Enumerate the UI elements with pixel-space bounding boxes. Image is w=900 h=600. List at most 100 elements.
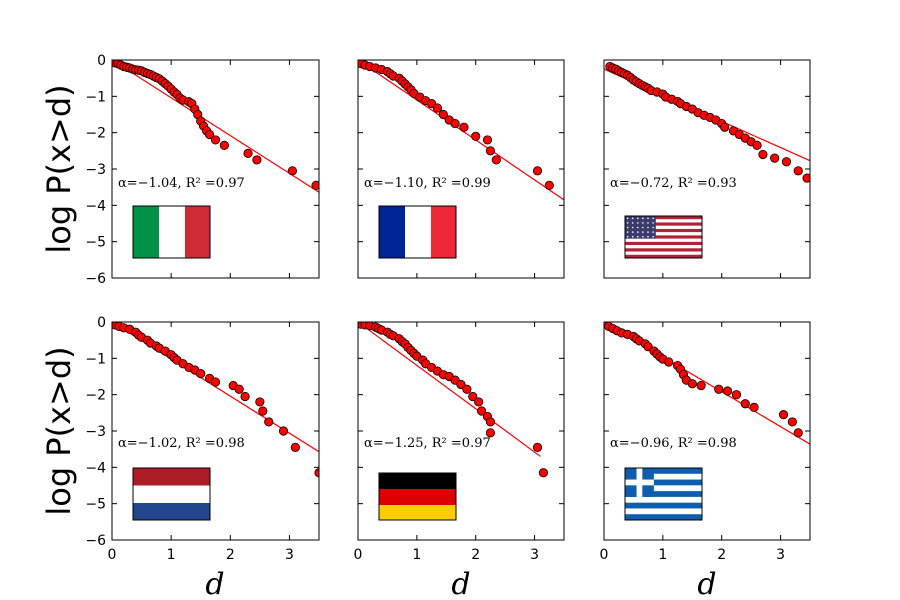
data-point xyxy=(544,180,554,190)
data-point xyxy=(290,442,300,452)
data-point xyxy=(752,140,762,150)
fit-annotation: α=−1.02, R² =0.98 xyxy=(118,436,245,451)
data-point xyxy=(687,379,697,389)
x-tick-label: 3 xyxy=(776,547,785,563)
y-tick-label: −5 xyxy=(85,497,106,513)
data-point xyxy=(802,173,810,183)
y-axis-label-top: log P(x>d) xyxy=(40,84,78,253)
data-point xyxy=(462,384,472,394)
x-tick-label: 1 xyxy=(412,547,421,563)
y-tick-label: −5 xyxy=(85,235,106,251)
y-tick-label: −3 xyxy=(85,424,106,440)
x-tick-label: 3 xyxy=(285,547,294,563)
fit-line xyxy=(112,60,319,193)
data-point xyxy=(258,406,268,416)
italy-flag xyxy=(132,205,211,259)
germany-flag xyxy=(378,472,457,521)
data-point xyxy=(474,397,484,407)
x-tick-label: 2 xyxy=(717,547,726,563)
data-point xyxy=(749,402,759,412)
x-axis-label-right: d xyxy=(697,567,716,600)
fit-line xyxy=(358,322,541,457)
x-tick-label: 1 xyxy=(658,547,667,563)
x-axis-label-left: d xyxy=(205,567,224,600)
data-point xyxy=(787,417,797,427)
data-point xyxy=(731,390,742,400)
data-point xyxy=(450,118,460,129)
x-tick-label: 1 xyxy=(167,547,176,563)
x-tick-label: 2 xyxy=(226,547,235,563)
data-point xyxy=(485,146,496,156)
y-tick-label: −2 xyxy=(85,388,106,404)
data-point xyxy=(532,166,543,176)
data-point xyxy=(243,148,253,158)
fit-annotation: α=−0.96, R² =0.98 xyxy=(610,436,737,451)
data-point xyxy=(664,357,674,367)
y-tick-label: −1 xyxy=(85,89,106,105)
data-point xyxy=(758,149,768,160)
data-point xyxy=(471,131,481,141)
x-axis-label-middle: d xyxy=(451,567,470,600)
data-point xyxy=(740,399,750,409)
data-point xyxy=(287,166,297,176)
data-point xyxy=(720,122,730,132)
data-point xyxy=(491,155,501,165)
data-point xyxy=(204,129,215,140)
y-tick-label: −3 xyxy=(85,162,106,178)
fit-annotation: α=−0.72, R² =0.93 xyxy=(610,176,737,191)
data-point xyxy=(696,380,706,391)
data-point xyxy=(778,410,789,420)
y-tick-label: −2 xyxy=(85,126,106,142)
data-point xyxy=(438,109,448,120)
data-point xyxy=(234,384,244,394)
y-tick-label: −6 xyxy=(85,271,106,287)
data-point xyxy=(781,157,792,167)
netherlands-flag xyxy=(132,467,211,521)
y-tick-label: −4 xyxy=(85,460,106,476)
data-point xyxy=(459,122,469,132)
france-flag xyxy=(378,205,457,259)
y-axis-label-bottom: log P(x>d) xyxy=(40,346,78,515)
x-tick-label: 0 xyxy=(108,547,117,563)
fit-annotation: α=−1.25, R² =0.97 xyxy=(364,436,491,451)
y-tick-label: 0 xyxy=(97,53,106,69)
data-point xyxy=(210,135,221,145)
y-tick-label: −1 xyxy=(85,351,106,367)
y-tick-label: −4 xyxy=(85,198,106,214)
data-point xyxy=(485,417,496,427)
data-point xyxy=(311,180,319,190)
x-tick-label: 2 xyxy=(471,547,480,563)
data-point xyxy=(532,442,543,452)
data-point xyxy=(255,397,265,407)
data-point xyxy=(538,468,549,478)
y-tick-label: −6 xyxy=(85,533,106,549)
panel-6: 0 1 2 3 α=−0.96, R² =0.98 xyxy=(600,321,811,563)
data-point xyxy=(485,428,496,438)
x-tick-label: 0 xyxy=(600,547,609,563)
data-point xyxy=(219,140,229,150)
greece-flag xyxy=(624,467,703,521)
data-point xyxy=(482,135,493,145)
data-point xyxy=(264,417,274,427)
x-tick-label: 3 xyxy=(530,547,539,563)
fit-annotation: α=−1.10, R² =0.99 xyxy=(364,176,491,191)
data-point xyxy=(722,386,733,396)
data-point xyxy=(456,379,466,390)
data-point xyxy=(432,103,443,113)
data-point xyxy=(476,406,487,416)
data-point xyxy=(793,166,803,176)
panel-5: 0 1 2 3 α=−1.25, R² =0.97 xyxy=(354,321,565,563)
data-point xyxy=(210,377,221,387)
data-point xyxy=(770,153,780,163)
x-tick-label: 0 xyxy=(354,547,363,563)
data-point xyxy=(714,384,724,394)
fit-annotation: α=−1.04, R² =0.97 xyxy=(118,176,245,191)
data-point xyxy=(793,428,803,438)
data-point xyxy=(468,391,478,402)
data-point xyxy=(252,155,262,165)
data-point xyxy=(240,391,250,402)
panel-4: 0−1−2−3−4−5−60 1 2 3α=−1.02, R² =0.98 xyxy=(85,315,320,563)
y-tick-label: 0 xyxy=(97,315,106,331)
usa-flag xyxy=(624,215,703,259)
